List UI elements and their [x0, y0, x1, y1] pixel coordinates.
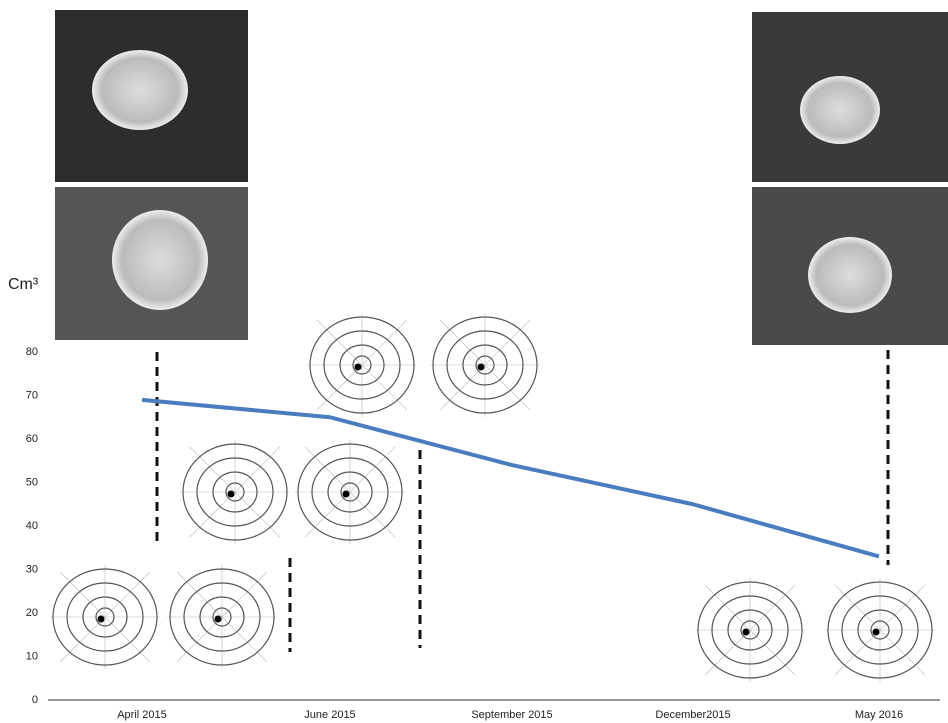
x-tick-label: April 2015: [117, 709, 167, 721]
y-axis-label: Cm³: [8, 276, 39, 293]
y-tick-label: 10: [26, 650, 38, 662]
visual-fields: [50, 313, 935, 682]
chart: Cm³ 0 10 20 30 40 50 60 70 80 April 2015 June 2015…: [0, 0, 948, 723]
y-tick-label: 50: [26, 476, 38, 488]
mri-right: [752, 12, 948, 345]
y-tick-label: 80: [26, 346, 38, 358]
y-tick-label: 60: [26, 433, 38, 445]
y-tick-label: 70: [26, 389, 38, 401]
y-tick-label: 0: [32, 694, 38, 706]
x-tick-label: June 2015: [304, 709, 355, 721]
x-tick-label: September 2015: [471, 709, 552, 721]
y-tick-label: 20: [26, 607, 38, 619]
y-tick-label: 30: [26, 563, 38, 575]
x-tick-label: May 2016: [855, 709, 903, 721]
y-tick-label: 40: [26, 520, 38, 532]
x-tick-label: December2015: [655, 709, 730, 721]
mri-left: [55, 10, 248, 340]
